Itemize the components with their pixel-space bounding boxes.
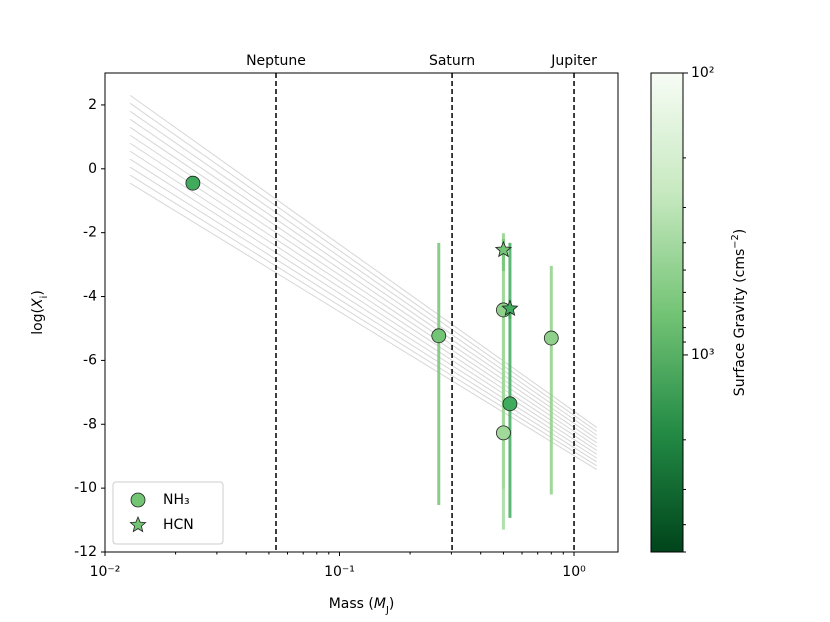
star-marker — [501, 299, 519, 316]
circle-marker — [185, 175, 201, 191]
label-part: J — [385, 605, 389, 616]
colorbar-tick-label: 10² — [691, 65, 714, 81]
reference-label: Jupiter — [550, 53, 597, 69]
label-part: M — [374, 596, 386, 612]
model-line — [129, 174, 598, 467]
model-line — [129, 118, 598, 440]
y-tick-label: -12 — [74, 544, 97, 560]
circle-marker — [431, 328, 447, 344]
model-line — [129, 126, 598, 444]
y-tick-label: -8 — [83, 416, 97, 432]
label-part: i — [39, 296, 50, 299]
colorbar-tick-label: 10³ — [691, 347, 714, 363]
axis-label: Surface Gravity (cms−2) — [730, 229, 749, 396]
plot-frame — [104, 72, 619, 553]
y-tick-label: -10 — [74, 480, 97, 496]
model-line — [129, 102, 598, 432]
label-part: ) — [389, 596, 394, 612]
y-tick-label: 2 — [88, 97, 97, 113]
y-tick-label: -2 — [83, 225, 97, 241]
x-tick-label: 10⁻¹ — [324, 564, 355, 580]
label-part: Mass ( — [329, 596, 374, 612]
circle-marker — [130, 492, 146, 508]
model-line — [129, 158, 598, 459]
x-tick-label: 10⁻² — [90, 564, 121, 580]
label-part: Surface Gravity (cms — [732, 249, 748, 396]
y-tick-label: 0 — [88, 161, 97, 177]
circle-marker — [543, 330, 559, 346]
model-line — [129, 94, 598, 428]
model-line — [129, 134, 598, 448]
model-line — [129, 150, 598, 455]
legend-label: NH₃ — [163, 492, 190, 508]
circle-marker — [496, 425, 511, 441]
model-line — [129, 110, 598, 436]
star-marker — [129, 515, 147, 533]
label-part: ) — [732, 229, 748, 234]
label-part: −2 — [730, 234, 741, 248]
label-part: ) — [30, 290, 46, 295]
model-line — [129, 182, 598, 471]
model-line — [129, 142, 598, 451]
y-tick-label: -6 — [83, 352, 97, 368]
reference-label: Saturn — [429, 53, 475, 69]
x-tick-label: 10⁰ — [562, 564, 586, 580]
label-part: log( — [30, 308, 46, 335]
model-line — [129, 166, 598, 463]
circle-marker — [502, 396, 518, 412]
label-part: X — [30, 298, 46, 309]
y-tick-label: -4 — [83, 289, 97, 305]
star-marker — [494, 240, 513, 258]
reference-label: Neptune — [246, 53, 306, 69]
colorbar — [650, 72, 684, 553]
legend-label: HCN — [163, 517, 194, 533]
axis-label: log(Xi) — [30, 290, 50, 335]
model-lines — [129, 94, 598, 471]
axis-label: Mass (MJ) — [329, 596, 395, 616]
legend: NH₃ HCN — [112, 481, 224, 545]
